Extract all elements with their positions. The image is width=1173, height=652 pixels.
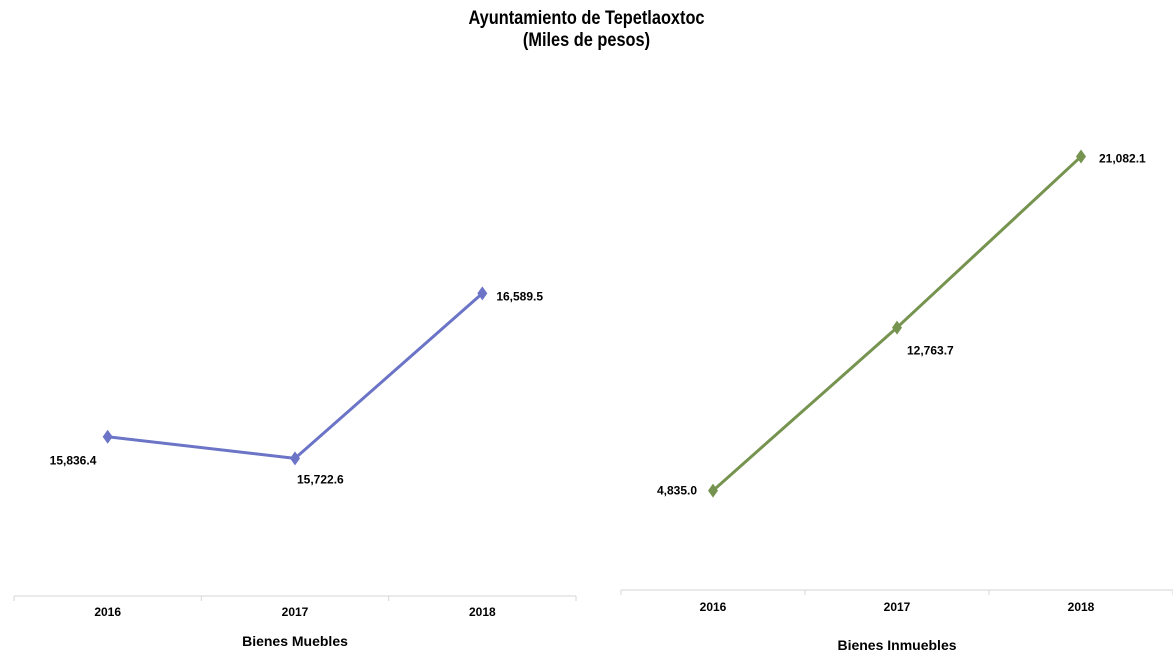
data-label: 15,836.4 [50,454,97,468]
data-point-marker [102,429,113,444]
data-label: 4,835.0 [657,484,697,498]
x-tick-label: 2016 [94,605,121,619]
x-tick-label: 2017 [282,605,309,619]
data-point-marker [290,451,300,466]
chart-title-block: Ayuntamiento de Tepetlaoxtoc (Miles de p… [82,8,1091,52]
data-point-marker [1076,149,1086,164]
chart-panel-bienes-muebles: 2016 2017 2018 Bienes Muebles 15,836.4 15,722… [13,286,577,649]
x-tick-label: 2016 [700,600,727,614]
data-label: 12,763.7 [907,344,954,358]
x-tick-label: 2018 [469,605,496,619]
data-point-marker [477,286,488,301]
data-label: 15,722.6 [297,472,344,486]
x-axis-title: Bienes Muebles [242,633,348,649]
x-axis-title: Bienes Inmuebles [837,637,956,652]
data-label: 21,082.1 [1099,152,1146,166]
data-point-marker [708,483,718,498]
chart-title: Ayuntamiento de Tepetlaoxtoc [468,8,705,29]
chart-panel-bienes-inmuebles: 2016 2017 2018 Bienes Inmuebles 4,835.0 12,76… [620,149,1173,652]
data-point-marker [892,320,902,335]
x-tick-label: 2018 [1068,600,1095,614]
x-tick-label: 2017 [884,600,911,614]
chart-subtitle: (Miles de pesos) [522,30,651,51]
series-line-bienes-muebles [107,292,484,460]
data-label: 16,589.5 [496,289,543,303]
